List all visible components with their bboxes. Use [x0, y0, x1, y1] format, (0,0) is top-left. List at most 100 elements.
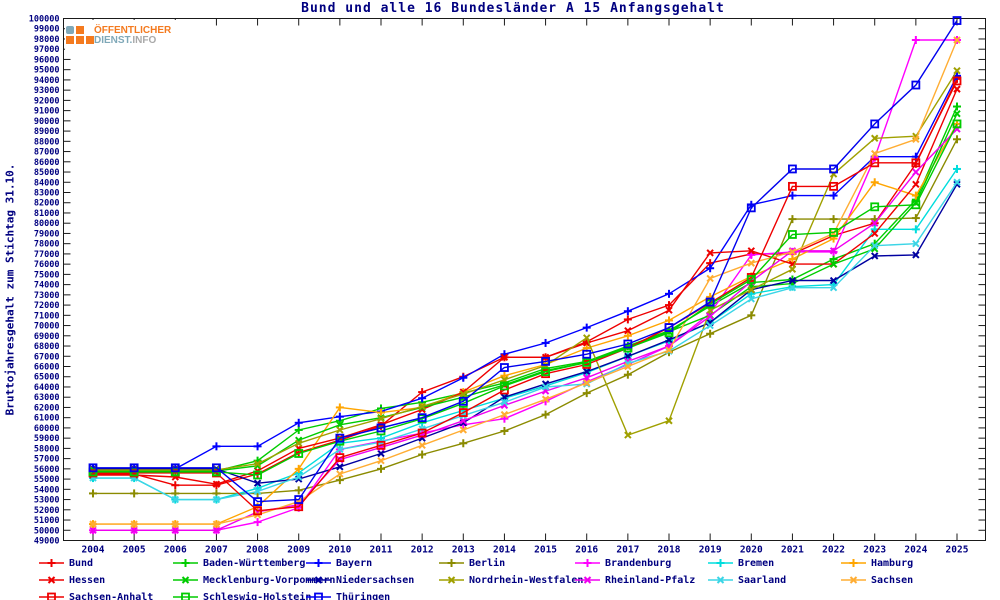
svg-text:2010: 2010	[328, 545, 351, 556]
logo-text-line1: ÖFFENTLICHER	[94, 25, 172, 36]
square-marker-icon	[39, 592, 64, 600]
legend-item-saarland: Saarland	[707, 573, 786, 587]
svg-text:77000: 77000	[34, 250, 60, 260]
svg-text:89000: 89000	[34, 127, 60, 137]
oeffentlicher-dienst-logo: ÖFFENTLICHER DIENST.INFO	[65, 20, 183, 52]
svg-text:49000: 49000	[34, 537, 60, 547]
logo-text-line2b: INFO	[132, 35, 157, 46]
cross-marker-icon	[575, 576, 600, 584]
svg-text:83000: 83000	[34, 189, 60, 199]
svg-text:2008: 2008	[246, 545, 269, 556]
svg-text:56000: 56000	[34, 465, 60, 475]
svg-text:99000: 99000	[34, 25, 60, 35]
logo-text-line2a: DIENST.	[94, 35, 133, 46]
svg-text:84000: 84000	[34, 178, 60, 188]
svg-text:82000: 82000	[34, 199, 60, 209]
svg-text:2013: 2013	[452, 545, 475, 556]
svg-text:57000: 57000	[34, 455, 60, 465]
legend-item-bayern: Bayern	[305, 556, 372, 570]
legend-label: Berlin	[469, 557, 506, 569]
legend-label: Baden-Württemberg	[203, 557, 306, 569]
svg-text:2020: 2020	[740, 545, 763, 556]
svg-text:79000: 79000	[34, 229, 60, 239]
legend-item-berlin: Berlin	[438, 556, 505, 570]
legend-label: Hessen	[69, 574, 106, 586]
svg-text:2004: 2004	[82, 545, 105, 556]
legend-item-schleswig-holstein: Schleswig-Holstein	[172, 590, 311, 600]
svg-text:71000: 71000	[34, 311, 60, 321]
legend-item-sachsen-anhalt: Sachsen-Anhalt	[38, 590, 153, 600]
svg-text:70000: 70000	[34, 322, 60, 332]
svg-text:50000: 50000	[34, 526, 60, 536]
plus-marker-icon	[439, 559, 464, 567]
plus-marker-icon	[575, 559, 600, 567]
plus-marker-icon	[708, 559, 733, 567]
svg-text:59000: 59000	[34, 434, 60, 444]
plus-marker-icon	[306, 559, 331, 567]
svg-text:75000: 75000	[34, 270, 60, 280]
svg-text:2014: 2014	[493, 545, 516, 556]
svg-text:72000: 72000	[34, 301, 60, 311]
svg-text:2005: 2005	[123, 545, 146, 556]
cross-marker-icon	[708, 576, 733, 584]
svg-text:63000: 63000	[34, 393, 60, 403]
svg-text:2006: 2006	[164, 545, 187, 556]
plus-marker-icon	[841, 559, 866, 567]
legend-item-bremen: Bremen	[707, 556, 774, 570]
svg-text:58000: 58000	[34, 444, 60, 454]
svg-text:92000: 92000	[34, 96, 60, 106]
svg-text:2009: 2009	[287, 545, 310, 556]
legend-label: Bremen	[738, 557, 775, 569]
legend-label: Schleswig-Holstein	[203, 591, 312, 600]
svg-text:2017: 2017	[616, 545, 639, 556]
svg-text:86000: 86000	[34, 158, 60, 168]
cross-marker-icon	[306, 576, 331, 584]
svg-text:68000: 68000	[34, 342, 60, 352]
legend-item-mecklenburg-vorpommern: Mecklenburg-Vorpommern	[172, 573, 335, 587]
svg-text:2007: 2007	[205, 545, 228, 556]
cross-marker-icon	[39, 576, 64, 584]
svg-text:78000: 78000	[34, 240, 60, 250]
svg-text:66000: 66000	[34, 363, 60, 373]
svg-text:85000: 85000	[34, 168, 60, 178]
svg-text:61000: 61000	[34, 414, 60, 424]
legend-label: Nordrhein-Westfalen	[469, 574, 584, 586]
legend-label: Saarland	[738, 574, 787, 586]
svg-text:2018: 2018	[658, 545, 681, 556]
cross-marker-icon	[841, 576, 866, 584]
logo-squares-icon	[65, 23, 94, 49]
svg-text:93000: 93000	[34, 86, 60, 96]
svg-text:69000: 69000	[34, 332, 60, 342]
legend-item-sachsen: Sachsen	[840, 573, 913, 587]
legend-label: Hamburg	[871, 557, 914, 569]
legend-label: Niedersachsen	[336, 574, 415, 586]
svg-text:88000: 88000	[34, 137, 60, 147]
legend-item-nordrhein-westfalen: Nordrhein-Westfalen	[438, 573, 583, 587]
square-marker-icon	[306, 592, 331, 600]
svg-text:91000: 91000	[34, 107, 60, 117]
svg-text:54000: 54000	[34, 485, 60, 495]
chart-title: Bund und alle 16 Bundesländer A 15 Anfan…	[301, 1, 725, 16]
legend-item-bund: Bund	[38, 556, 93, 570]
legend-item-hamburg: Hamburg	[840, 556, 913, 570]
svg-text:76000: 76000	[34, 260, 60, 270]
legend-item-baden-württemberg: Baden-Württemberg	[172, 556, 305, 570]
cross-marker-icon	[173, 576, 198, 584]
svg-text:60000: 60000	[34, 424, 60, 434]
plus-marker-icon	[39, 559, 64, 567]
legend-label: Mecklenburg-Vorpommern	[203, 574, 336, 586]
svg-text:2016: 2016	[575, 545, 598, 556]
svg-text:55000: 55000	[34, 475, 60, 485]
legend-item-niedersachsen: Niedersachsen	[305, 573, 414, 587]
svg-text:65000: 65000	[34, 373, 60, 383]
legend-item-thüringen: Thüringen	[305, 590, 390, 600]
svg-text:52000: 52000	[34, 506, 60, 516]
svg-text:94000: 94000	[34, 76, 60, 86]
svg-text:62000: 62000	[34, 403, 60, 413]
svg-text:53000: 53000	[34, 496, 60, 506]
svg-text:2012: 2012	[411, 545, 434, 556]
svg-text:2019: 2019	[699, 545, 722, 556]
legend-item-hessen: Hessen	[38, 573, 105, 587]
